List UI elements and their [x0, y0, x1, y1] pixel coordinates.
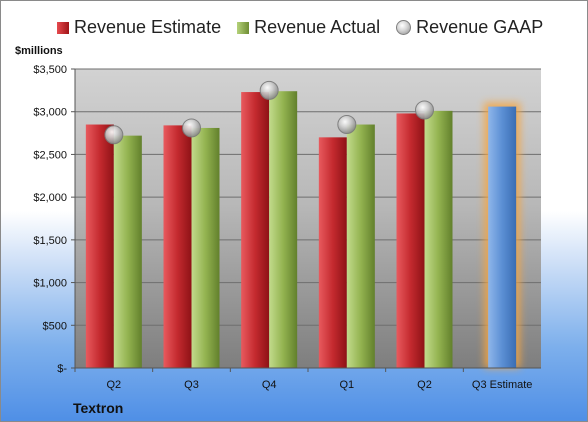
marker-revenue-gaap — [104, 125, 124, 145]
legend-item-revenue-gaap: Revenue GAAP — [396, 17, 543, 38]
x-tick-label: Q4 — [262, 379, 277, 391]
legend-label-revenue-gaap: Revenue GAAP — [416, 17, 544, 37]
marker-revenue-gaap — [259, 80, 279, 100]
y-tick-label: $3,000 — [33, 107, 67, 119]
marker-revenue-gaap — [415, 100, 434, 120]
legend-item-revenue-actual: Revenue Actual — [237, 17, 380, 38]
y-tick-label: $1,500 — [33, 235, 67, 247]
marker-revenue-gaap — [337, 115, 357, 135]
legend-swatch-revenue-estimate — [57, 21, 69, 34]
x-tick-label: Q2 — [106, 379, 121, 391]
y-tick-label: $1,000 — [33, 278, 67, 290]
legend-swatch-revenue-actual — [237, 21, 250, 34]
y-tick-label: $- — [57, 363, 67, 375]
x-tick-label: Q3 Estimate — [472, 379, 533, 391]
legend: Revenue Estimate Revenue Actual Revenue … — [57, 17, 543, 38]
y-tick-label: $2,500 — [33, 149, 67, 161]
bar-revenue-actual — [113, 135, 142, 368]
bar-revenue-estimate — [163, 125, 192, 368]
bar-revenue-estimate — [318, 137, 347, 368]
y-tick-label: $3,500 — [33, 64, 67, 76]
y-tick-label: $2,000 — [33, 192, 67, 204]
y-tick-label: $500 — [43, 320, 67, 332]
bar-revenue-actual — [424, 110, 453, 369]
y-axis-unit-label: $millions — [15, 45, 63, 57]
bar-revenue-actual — [269, 91, 298, 368]
legend-label-revenue-actual: Revenue Actual — [254, 17, 381, 37]
legend-label-revenue-estimate: Revenue Estimate — [74, 17, 222, 37]
x-tick-label: Q2 — [417, 379, 432, 391]
legend-swatch-revenue-gaap — [396, 20, 412, 35]
x-tick-label: Q3 — [184, 379, 199, 391]
marker-revenue-gaap — [182, 118, 201, 138]
bar-q3-estimate — [488, 106, 517, 369]
bar-revenue-estimate — [241, 92, 270, 369]
legend-item-revenue-estimate: Revenue Estimate — [57, 17, 221, 38]
x-tick-label: Q1 — [339, 379, 354, 391]
bar-revenue-estimate — [396, 113, 425, 369]
plot-area — [75, 69, 541, 368]
bar-revenue-actual — [346, 124, 375, 369]
bar-revenue-actual — [191, 127, 220, 369]
company-name: Textron — [73, 400, 124, 416]
bar-revenue-estimate — [85, 124, 114, 369]
